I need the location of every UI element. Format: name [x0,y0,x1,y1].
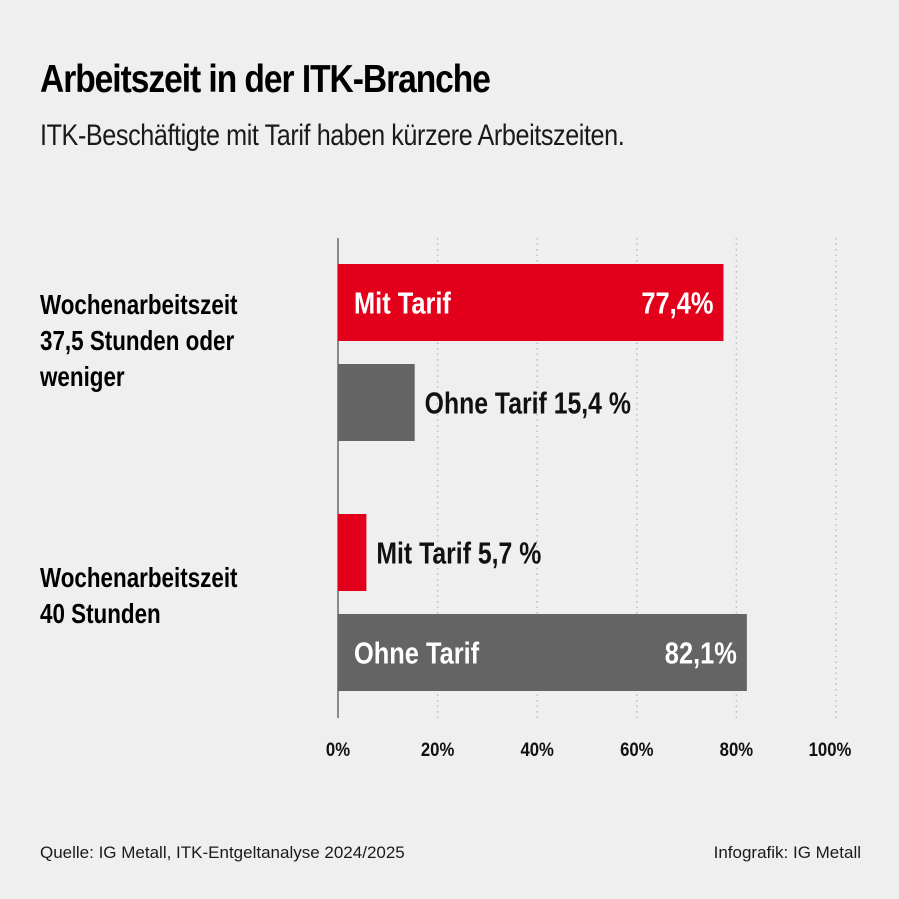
x-tick-label: 0% [326,739,350,760]
category-label-line: Wochenarbeitszeit [40,289,238,320]
category-label-37-5-hours: Wochenarbeitszeit 37,5 Stunden oder weni… [40,287,238,395]
infographic-credit: Infografik: IG Metall [713,843,861,862]
bar-ohne-tarif [338,364,415,441]
bar-mit-tarif [338,264,724,341]
bar-value-label: 82,1% [665,636,737,671]
category-label-line: 40 Stunden [40,598,161,629]
x-tick-label: 40% [520,739,554,760]
category-label-line: 37,5 Stunden oder [40,325,235,356]
x-tick-label: 20% [421,739,455,760]
bar-ohne-tarif [338,614,747,691]
bar-mit-tarif [338,514,367,591]
bar-series-label: Ohne Tarif [354,636,480,671]
x-tick-label: 60% [620,739,654,760]
category-label-line: Wochenarbeitszeit [40,562,238,593]
bar-series-label: Mit Tarif [354,286,451,321]
chart-subtitle: ITK-Beschäftigte mit Tarif haben kürzere… [40,119,625,152]
bar-value-label: Ohne Tarif 15,4 % [425,386,631,420]
category-label-40-hours: Wochenarbeitszeit 40 Stunden [40,560,238,632]
bar-value-label: Mit Tarif 5,7 % [376,536,541,570]
source-note: Quelle: IG Metall, ITK-Entgeltanalyse 20… [40,843,405,862]
chart-title: Arbeitszeit in der ITK-Branche [40,58,491,101]
x-tick-label: 80% [720,739,754,760]
x-tick-label: 100% [809,739,852,760]
bar-value-label: 77,4% [641,286,713,321]
category-label-line: weniger [40,361,125,392]
